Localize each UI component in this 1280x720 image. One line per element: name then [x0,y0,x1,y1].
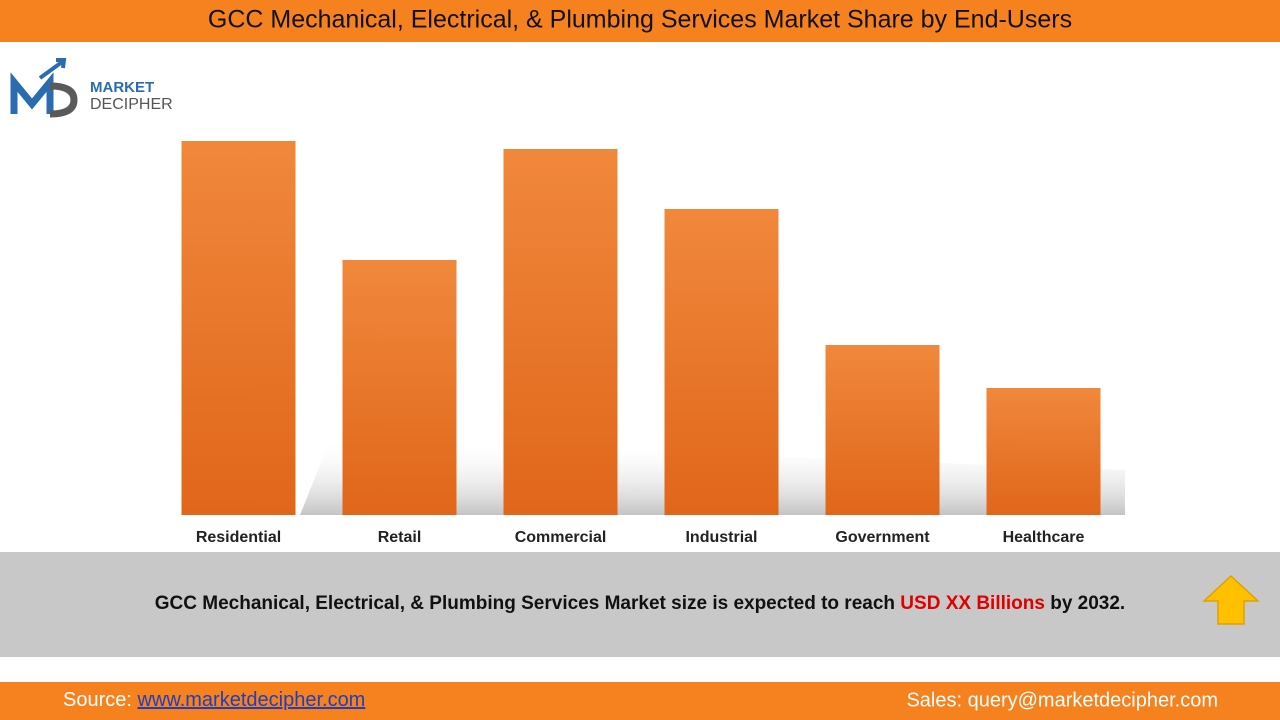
up-arrow-icon [1202,574,1260,625]
footer-bar [0,682,1280,720]
banner-bar [0,552,1280,657]
logo-text: DECIPHER [90,96,173,113]
x-tick-label: Healthcare [1003,529,1085,546]
x-tick-label: Industrial [685,529,757,546]
banner-text: GCC Mechanical, Electrical, & Plumbing S… [155,593,901,614]
logo: MARKET DECIPHER [10,58,173,118]
source-label: Source: [63,689,137,711]
bar [342,260,457,515]
bar [664,209,779,515]
footer-source: Source: www.marketdecipher.com [63,689,365,711]
bar [825,345,940,515]
x-tick-label: Residential [196,529,281,546]
plot: Residential Retail Commercial Industrial Gov… [181,141,1101,546]
x-tick-label: Commercial [515,529,607,546]
banner-text: by 2032. [1045,593,1125,614]
x-tick-label: Retail [378,529,422,546]
banner-text: GCC Mechanical, Electrical, & Plumbing S… [155,593,1125,614]
x-tick-label: Government [835,529,930,546]
logo-icon [49,82,78,118]
bar [181,141,296,515]
footer-sales: Sales: query@marketdecipher.com [906,689,1218,711]
logo-text: MARKET [90,79,154,96]
source-link[interactable]: www.marketdecipher.com [136,689,365,711]
header-bar [0,0,1280,42]
logo-icon [10,72,54,114]
banner-highlight: USD XX Billions [900,593,1045,614]
bar [986,388,1101,515]
chart-title: GCC Mechanical, Electrical, & Plumbing S… [208,6,1072,34]
logo-arrow [38,58,67,80]
bar [503,149,618,515]
